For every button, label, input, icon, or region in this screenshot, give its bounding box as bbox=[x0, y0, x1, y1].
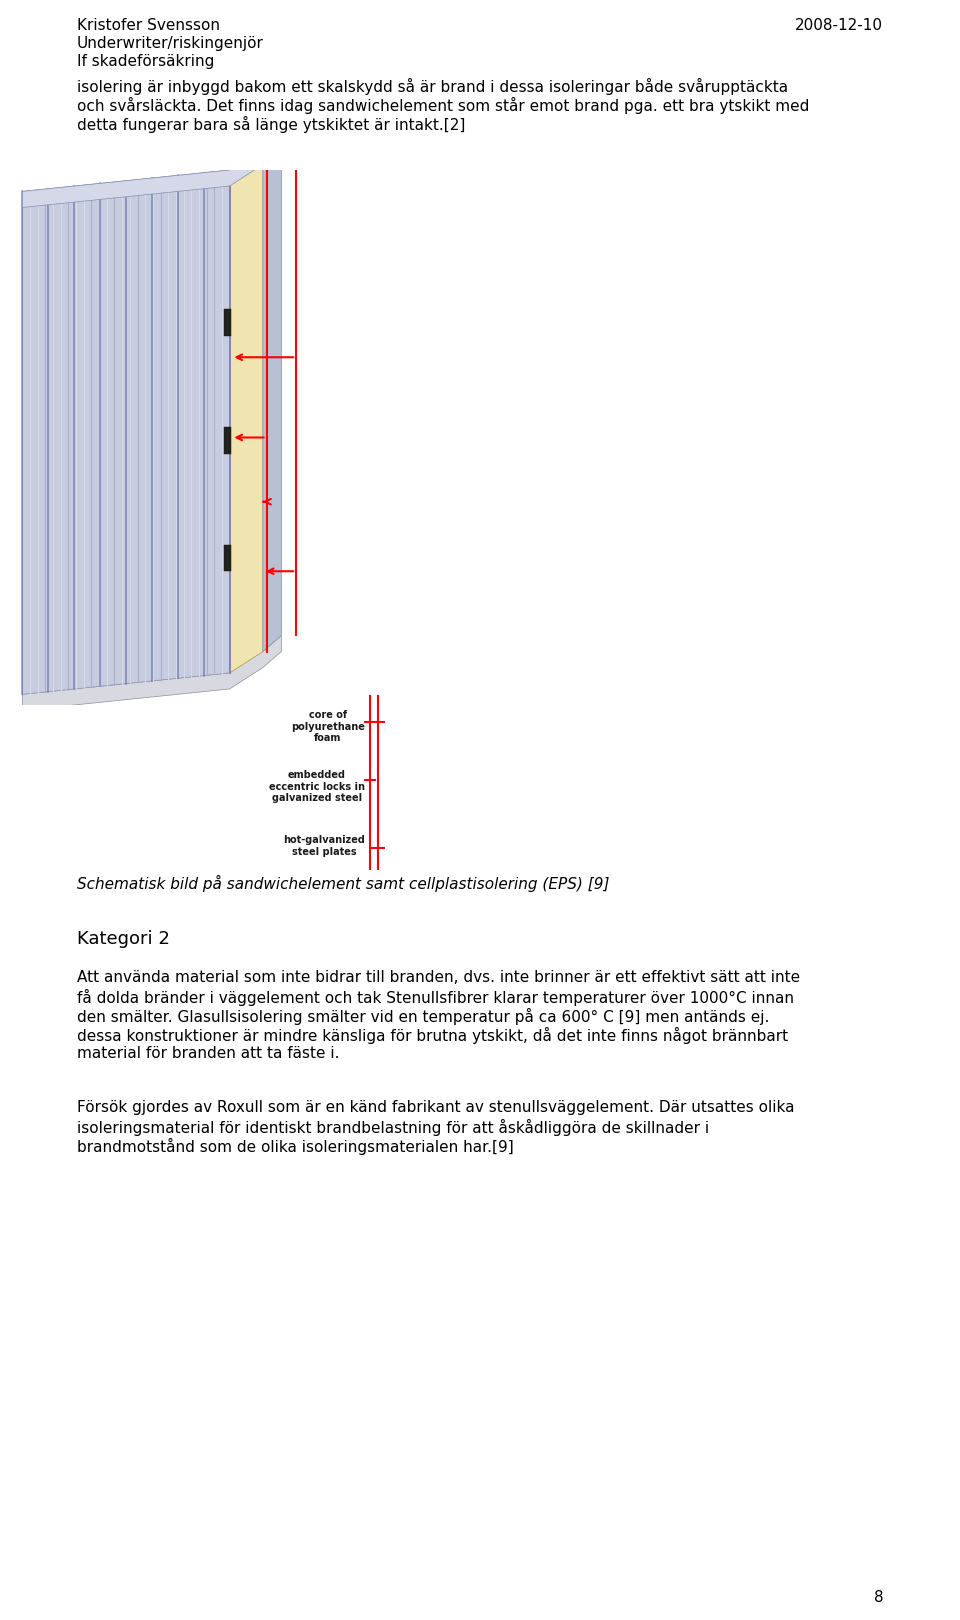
Text: Schematisk bild på sandwichelement samt cellplastisolering (EPS) [9]: Schematisk bild på sandwichelement samt … bbox=[77, 875, 610, 893]
Text: och svårsläckta. Det finns idag sandwichelement som står emot brand pga. ett bra: och svårsläckta. Det finns idag sandwich… bbox=[77, 97, 809, 113]
Polygon shape bbox=[263, 133, 281, 651]
Polygon shape bbox=[22, 170, 229, 695]
Text: 8: 8 bbox=[874, 1589, 883, 1605]
Bar bbox=[224, 426, 231, 454]
Text: Underwriter/riskingenjör: Underwriter/riskingenjör bbox=[77, 36, 264, 50]
Text: 2008-12-10: 2008-12-10 bbox=[795, 18, 883, 32]
Polygon shape bbox=[22, 635, 281, 710]
Text: hot-galvanized
steel plates: hot-galvanized steel plates bbox=[283, 834, 365, 857]
Polygon shape bbox=[22, 133, 281, 207]
Bar bbox=[224, 309, 231, 335]
Text: core of
polyurethane
foam: core of polyurethane foam bbox=[291, 710, 365, 744]
Text: detta fungerar bara så länge ytskiktet är intakt.[2]: detta fungerar bara så länge ytskiktet ä… bbox=[77, 117, 466, 133]
Text: If skadeförsäkring: If skadeförsäkring bbox=[77, 53, 214, 70]
Polygon shape bbox=[229, 149, 263, 672]
Text: dessa konstruktioner är mindre känsliga för brutna ytskikt, då det inte finns nå: dessa konstruktioner är mindre känsliga … bbox=[77, 1027, 788, 1043]
Text: isoleringsmaterial för identiskt brandbelastning för att åskådliggöra de skillna: isoleringsmaterial för identiskt brandbe… bbox=[77, 1119, 708, 1136]
Text: Försök gjordes av Roxull som är en känd fabrikant av stenullsväggelement. Där ut: Försök gjordes av Roxull som är en känd … bbox=[77, 1100, 794, 1115]
Text: Kategori 2: Kategori 2 bbox=[77, 930, 170, 948]
Text: material för branden att ta fäste i.: material för branden att ta fäste i. bbox=[77, 1047, 339, 1061]
Text: isolering är inbyggd bakom ett skalskydd så är brand i dessa isoleringar både sv: isolering är inbyggd bakom ett skalskydd… bbox=[77, 78, 788, 96]
Text: Att använda material som inte bidrar till branden, dvs. inte brinner är ett effe: Att använda material som inte bidrar til… bbox=[77, 970, 800, 985]
Text: få dolda bränder i väggelement och tak Stenullsfibrer klarar temperaturer över 1: få dolda bränder i väggelement och tak S… bbox=[77, 988, 794, 1006]
Bar bbox=[224, 544, 231, 572]
Text: den smälter. Glasullsisolering smälter vid en temperatur på ca 600° C [9] men an: den smälter. Glasullsisolering smälter v… bbox=[77, 1008, 769, 1025]
Text: Kristofer Svensson: Kristofer Svensson bbox=[77, 18, 220, 32]
Text: embedded
eccentric locks in
galvanized steel: embedded eccentric locks in galvanized s… bbox=[269, 770, 365, 804]
Text: brandmotstånd som de olika isoleringsmaterialen har.[9]: brandmotstånd som de olika isoleringsmat… bbox=[77, 1137, 514, 1155]
